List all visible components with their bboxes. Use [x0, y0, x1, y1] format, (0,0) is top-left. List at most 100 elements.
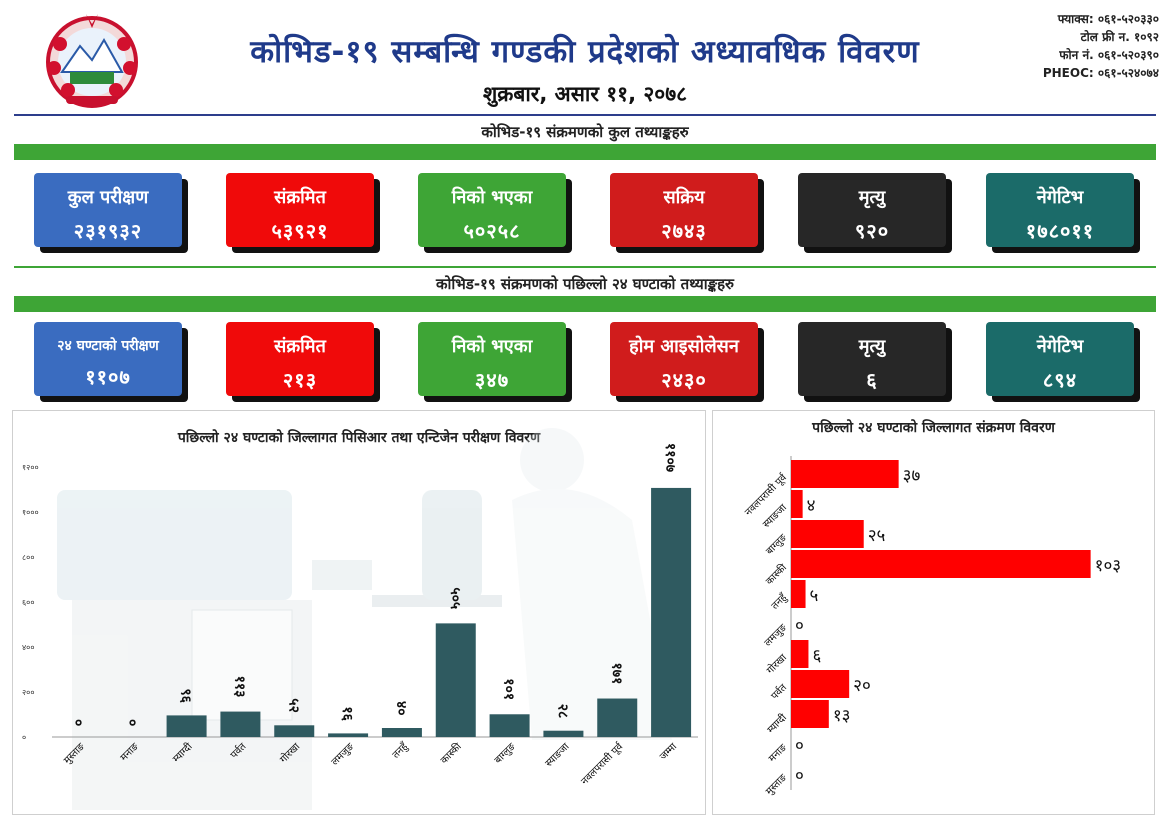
- card-value: २७४३: [661, 219, 707, 243]
- x-tick-label: जम्मा: [658, 741, 679, 762]
- government-emblem-logo: [46, 14, 138, 108]
- card-label: होम आइसोलेसन: [629, 336, 739, 357]
- x-tick-label: लमजुङ: [330, 741, 357, 768]
- card-24h-infected: संक्रमित २१३: [226, 322, 374, 396]
- bar: [791, 460, 899, 488]
- data-label: १७१: [608, 663, 624, 685]
- card-total-negative: नेगेटिभ १७८०११: [986, 173, 1134, 247]
- card-label: संक्रमित: [274, 187, 326, 208]
- totals-green-bar: [14, 144, 1156, 160]
- last24-section-title: कोभिड-१९ संक्रमणको पछिल्लो २४ घण्टाको तथ…: [435, 275, 735, 293]
- card-value: २३१९३२: [73, 219, 143, 243]
- bar: [435, 623, 476, 737]
- y-tick-label: मनाङ: [767, 742, 790, 765]
- lab-illustration-background: [57, 428, 672, 810]
- data-label: १३: [833, 706, 851, 726]
- card-value: ५३९२१: [271, 219, 329, 243]
- bar: [791, 580, 806, 608]
- data-label: ३७: [903, 466, 921, 486]
- card-label: नेगेटिभ: [1036, 336, 1084, 357]
- data-label: ५: [810, 586, 819, 606]
- x-tick-label: कास्की: [438, 740, 464, 766]
- card-value: ९२०: [854, 219, 890, 243]
- page-title: कोभिड-१९ सम्बन्धि गण्डकी प्रदेशको अध्याव…: [250, 34, 920, 70]
- card-value: ६: [866, 368, 878, 392]
- bar: [791, 520, 864, 548]
- x-tick-label: बाग्लुङ: [493, 741, 518, 766]
- card-24h-recovered: निको भएका ३४७: [418, 322, 566, 396]
- bar: [597, 698, 638, 737]
- y-tick-label: बाग्लुङ: [764, 532, 789, 557]
- y-tick-label: कास्की: [763, 561, 789, 587]
- card-value: ११०७: [85, 365, 131, 389]
- card-label: निको भएका: [451, 187, 533, 208]
- y-tick-label: २००: [22, 688, 34, 697]
- bar: [791, 670, 850, 698]
- card-label: सक्रिय: [663, 187, 705, 208]
- card-total-infected: संक्रमित ५३९२१: [226, 173, 374, 247]
- y-tick-label: १२००: [22, 463, 39, 472]
- data-label: ०: [795, 766, 804, 786]
- y-tick-label: तनहुँ: [769, 591, 791, 613]
- toll-free-number: टोल फ्री न. १०९२: [1080, 30, 1159, 44]
- data-label: ०: [795, 616, 804, 636]
- card-value: ८९४: [1042, 368, 1078, 392]
- contact-info: फ्याक्स: ०६१-५२०३३० टोल फ्री न. १०९२ फोन…: [1043, 10, 1159, 82]
- x-tick-label: स्याङजा: [543, 741, 571, 769]
- y-tick-label: लमजुङ: [763, 622, 790, 649]
- data-label: ०: [70, 719, 86, 726]
- bar: [651, 487, 692, 737]
- header-divider: [14, 114, 1156, 116]
- bar: [791, 490, 803, 518]
- totals-section-title: कोभिड-१९ संक्रमणको कुल तथ्याङ्कहरु: [481, 123, 689, 141]
- data-label: ६: [812, 646, 821, 666]
- card-value: १७८०११: [1025, 219, 1095, 243]
- pheoc-number: PHEOC: ०६१-५२४०७४: [1042, 66, 1159, 80]
- card-label: २४ घण्टाको परीक्षण: [57, 338, 159, 354]
- fax-number: फ्याक्स: ०६१-५२०३३०: [1057, 12, 1159, 26]
- card-value: ३४७: [474, 368, 510, 392]
- card-value: २१३: [282, 368, 318, 392]
- card-total-deaths: मृत्यु ९२०: [798, 173, 946, 247]
- card-24h-tests: २४ घण्टाको परीक्षण ११०७: [34, 322, 182, 396]
- bar: [791, 550, 1091, 578]
- data-label: ५०५: [447, 587, 463, 609]
- y-tick-label: ८००: [22, 553, 34, 562]
- bar: [274, 725, 315, 737]
- y-tick-label: ०: [22, 733, 26, 742]
- bar: [791, 700, 829, 728]
- y-tick-label: स्याङजा: [761, 502, 789, 530]
- y-tick-label: मुस्ताङ: [764, 772, 790, 798]
- card-label: संक्रमित: [274, 336, 326, 357]
- data-label: १६: [339, 706, 355, 721]
- data-label: ०: [124, 719, 140, 726]
- card-24h-deaths: मृत्यु ६: [798, 322, 946, 396]
- y-tick-label: पर्वत: [769, 681, 790, 702]
- data-label: ०: [795, 736, 804, 756]
- y-tick-label: ६००: [22, 598, 34, 607]
- card-label: कुल परीक्षण: [67, 187, 149, 208]
- card-total-recovered: निको भएका ५०२५८: [418, 173, 566, 247]
- bar: [381, 728, 422, 737]
- section-divider: [14, 266, 1156, 268]
- bar: [489, 714, 530, 737]
- bar: [328, 733, 369, 737]
- card-total-tests: कुल परीक्षण २३१९३२: [34, 173, 182, 247]
- data-label: ११०७: [662, 443, 678, 472]
- data-label: ४०: [393, 701, 409, 716]
- data-label: ५२: [285, 698, 301, 713]
- report-date: शुक्रबार, असार ११, २०७८: [482, 82, 688, 106]
- infection-chart-panel: [712, 410, 1155, 815]
- data-label: २८: [554, 704, 570, 719]
- data-label: १०३: [1095, 556, 1122, 576]
- data-label: २०: [853, 676, 871, 696]
- card-label: नेगेटिभ: [1036, 187, 1084, 208]
- card-label: मृत्यु: [858, 336, 886, 357]
- x-tick-label: तनहुँ: [390, 740, 412, 762]
- card-value: ५०२५८: [463, 219, 521, 243]
- card-24h-negative: नेगेटिभ ८९४: [986, 322, 1134, 396]
- card-value: २४३०: [661, 368, 707, 392]
- phone-number: फोन नं. ०६१-५२०३९०: [1059, 48, 1159, 62]
